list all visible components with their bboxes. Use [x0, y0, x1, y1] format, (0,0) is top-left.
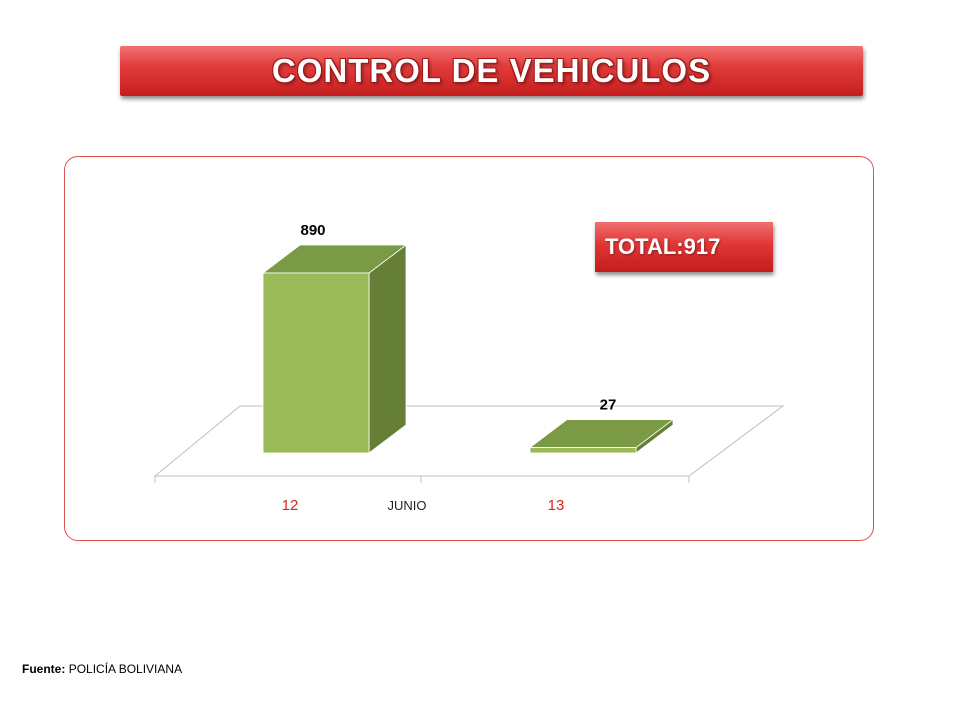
source-value: POLICÍA BOLIVIANA: [68, 662, 183, 676]
source-note: Fuente: POLICÍA BOLIVIANA: [22, 662, 182, 676]
data-label: 27: [600, 397, 617, 414]
bar-front-face: [262, 272, 370, 454]
chart-floor: [153, 405, 785, 477]
bar-12: [261, 244, 408, 454]
page-title: CONTROL DE VEHICULOS: [271, 52, 712, 89]
chart-frame: [64, 156, 874, 541]
bar-top-face: [528, 419, 675, 448]
category-label: 13: [548, 497, 565, 514]
x-axis-label: JUNIO: [388, 498, 427, 513]
total-badge: TOTAL:917: [595, 222, 773, 272]
bar-front-face: [529, 447, 637, 454]
data-label: 890: [300, 222, 325, 239]
bar-side-face: [368, 244, 407, 454]
total-text: TOTAL:917: [605, 234, 721, 259]
title-banner: CONTROL DE VEHICULOS: [120, 46, 863, 96]
bar-13: [528, 418, 675, 454]
source-label: Fuente:: [22, 662, 66, 676]
category-label: 12: [282, 497, 299, 514]
